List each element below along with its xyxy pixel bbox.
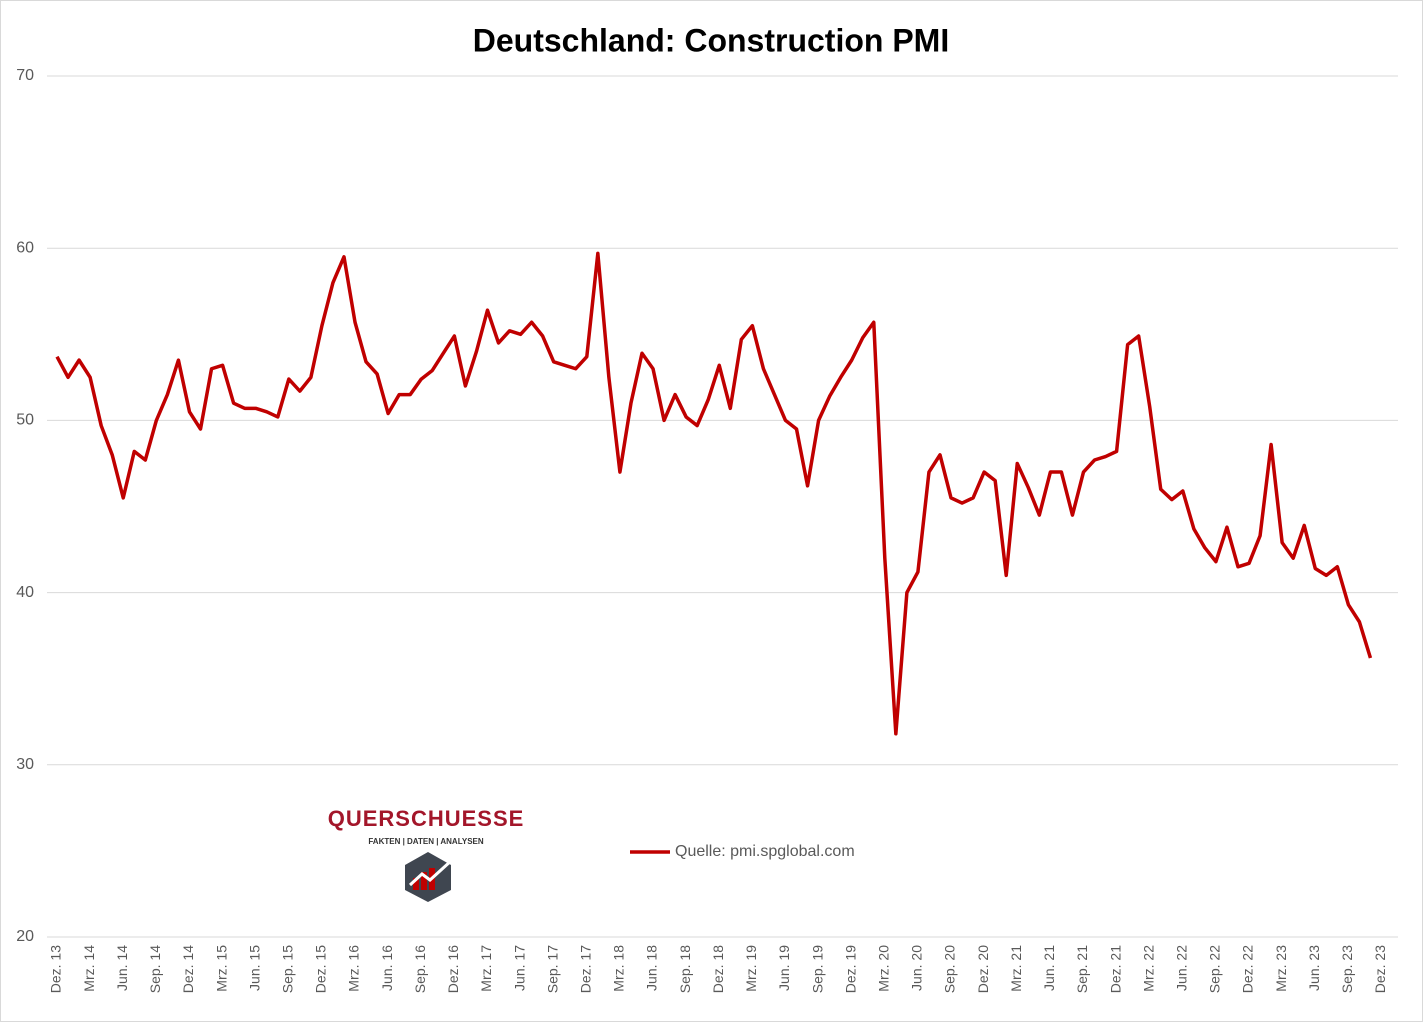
x-tick-label: Sep. 22 [1207, 945, 1223, 993]
legend-label: Quelle: pmi.spglobal.com [675, 843, 855, 860]
chart-title: Deutschland: Construction PMI [473, 22, 949, 58]
x-tick-label: Jun. 18 [644, 945, 660, 991]
x-tick-label: Mrz. 18 [611, 945, 627, 992]
x-tick-label: Dez. 20 [975, 945, 991, 993]
x-tick-label: Sep. 23 [1339, 945, 1355, 993]
x-tick-label: Sep. 15 [280, 945, 296, 993]
x-tick-label: Dez. 13 [48, 945, 64, 993]
x-tick-label: Sep. 21 [1074, 945, 1090, 993]
x-tick-label: Mrz. 15 [213, 945, 229, 992]
x-tick-label: Mrz. 16 [346, 945, 362, 992]
x-tick-label: Dez. 22 [1240, 945, 1256, 993]
line-series [55, 251, 1373, 736]
x-tick-label: Sep. 17 [544, 945, 560, 993]
x-tick-label: Jun. 15 [246, 945, 262, 991]
x-tick-label: Jun. 19 [776, 945, 792, 991]
y-tick-label: 70 [16, 67, 34, 84]
x-tick-label: Jun. 22 [1174, 945, 1190, 991]
x-tick-label: Jun. 14 [114, 945, 130, 991]
logo-name: QUERSCHUESSE [328, 806, 525, 831]
x-tick-label: Mrz. 22 [1140, 945, 1156, 992]
x-tick-label: Dez. 23 [1372, 945, 1388, 993]
y-tick-label: 60 [16, 239, 34, 256]
x-tick-label: Jun. 17 [511, 945, 527, 991]
x-tick-label: Sep. 18 [677, 945, 693, 993]
y-tick-label: 40 [16, 584, 34, 601]
x-tick-label: Sep. 20 [942, 945, 958, 993]
x-tick-label: Sep. 14 [147, 945, 163, 993]
x-tick-label: Sep. 16 [412, 945, 428, 993]
x-tick-label: Dez. 15 [313, 945, 329, 993]
x-tick-label: Dez. 21 [1107, 945, 1123, 993]
x-tick-label: Mrz. 19 [743, 945, 759, 992]
y-tick-label: 20 [16, 928, 34, 945]
logo-tagline: FAKTEN | DATEN | ANALYSEN [368, 837, 484, 846]
x-tick-label: Dez. 14 [180, 945, 196, 993]
x-tick-label: Dez. 19 [842, 945, 858, 993]
x-tick-label: Mrz. 20 [876, 945, 892, 992]
y-tick-label: 30 [16, 756, 34, 773]
x-tick-label: Jun. 23 [1306, 945, 1322, 991]
x-tick-label: Mrz. 17 [478, 945, 494, 992]
x-tick-label: Dez. 17 [578, 945, 594, 993]
y-tick-label: 50 [16, 412, 34, 429]
x-tick-label: Mrz. 14 [81, 945, 97, 992]
x-tick-label: Jun. 16 [379, 945, 395, 991]
x-tick-label: Dez. 16 [445, 945, 461, 993]
x-tick-label: Jun. 20 [909, 945, 925, 991]
x-tick-label: Jun. 21 [1041, 945, 1057, 991]
x-tick-label: Mrz. 23 [1273, 945, 1289, 992]
x-tick-label: Sep. 19 [809, 945, 825, 993]
x-tick-label: Dez. 18 [710, 945, 726, 993]
x-tick-label: Mrz. 21 [1008, 945, 1024, 992]
logo-icon [405, 852, 454, 902]
